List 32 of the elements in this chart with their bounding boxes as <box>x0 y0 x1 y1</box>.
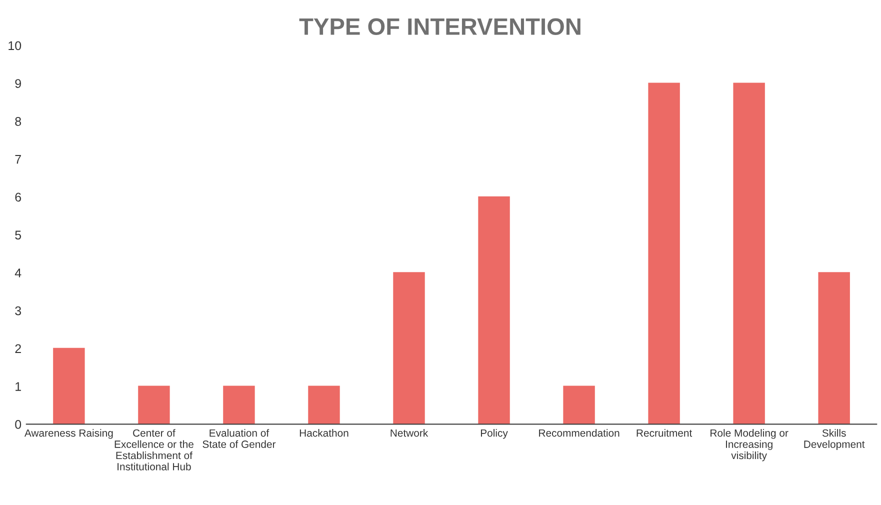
y-tick-label: 0 <box>15 420 22 429</box>
bar <box>223 386 255 424</box>
bar <box>733 82 765 424</box>
y-tick-label: 8 <box>15 117 22 126</box>
x-tick-label: Evaluation of State of Gender <box>202 429 276 448</box>
x-tick-label: Recruitment <box>636 429 692 437</box>
x-tick-label: Skills Development <box>804 429 865 450</box>
y-tick-label: 5 <box>15 230 22 240</box>
bar <box>308 386 340 424</box>
y-tick-label: 6 <box>15 192 22 202</box>
y-tick-label: 1 <box>16 382 21 391</box>
x-tick-label: Center of Excellence or the Establishment of Institutional Hub <box>114 429 194 470</box>
bar <box>53 348 85 424</box>
bar <box>563 386 595 424</box>
bar <box>818 272 850 424</box>
y-tick-label: 3 <box>15 306 22 316</box>
x-tick-label: Awareness Raising <box>24 429 113 439</box>
y-tick-label: 7 <box>15 155 21 164</box>
bar <box>478 196 510 424</box>
x-tick-label: Role Modeling or Increasing visibility <box>710 429 788 462</box>
y-tick-label: 10 <box>8 41 22 50</box>
y-tick-label: 9 <box>15 79 21 88</box>
bar <box>648 82 680 424</box>
x-tick-label: Hackathon <box>300 429 348 437</box>
y-tick-label: 4 <box>14 268 22 278</box>
x-tick-label: Recommendation <box>539 429 620 437</box>
bar <box>138 386 170 424</box>
x-tick-label: Network <box>390 429 428 437</box>
bar <box>393 272 425 424</box>
y-tick-label: 2 <box>15 344 21 353</box>
chart-title: TYPE OF INTERVENTION <box>299 18 580 36</box>
x-tick-label: Policy <box>480 429 508 439</box>
